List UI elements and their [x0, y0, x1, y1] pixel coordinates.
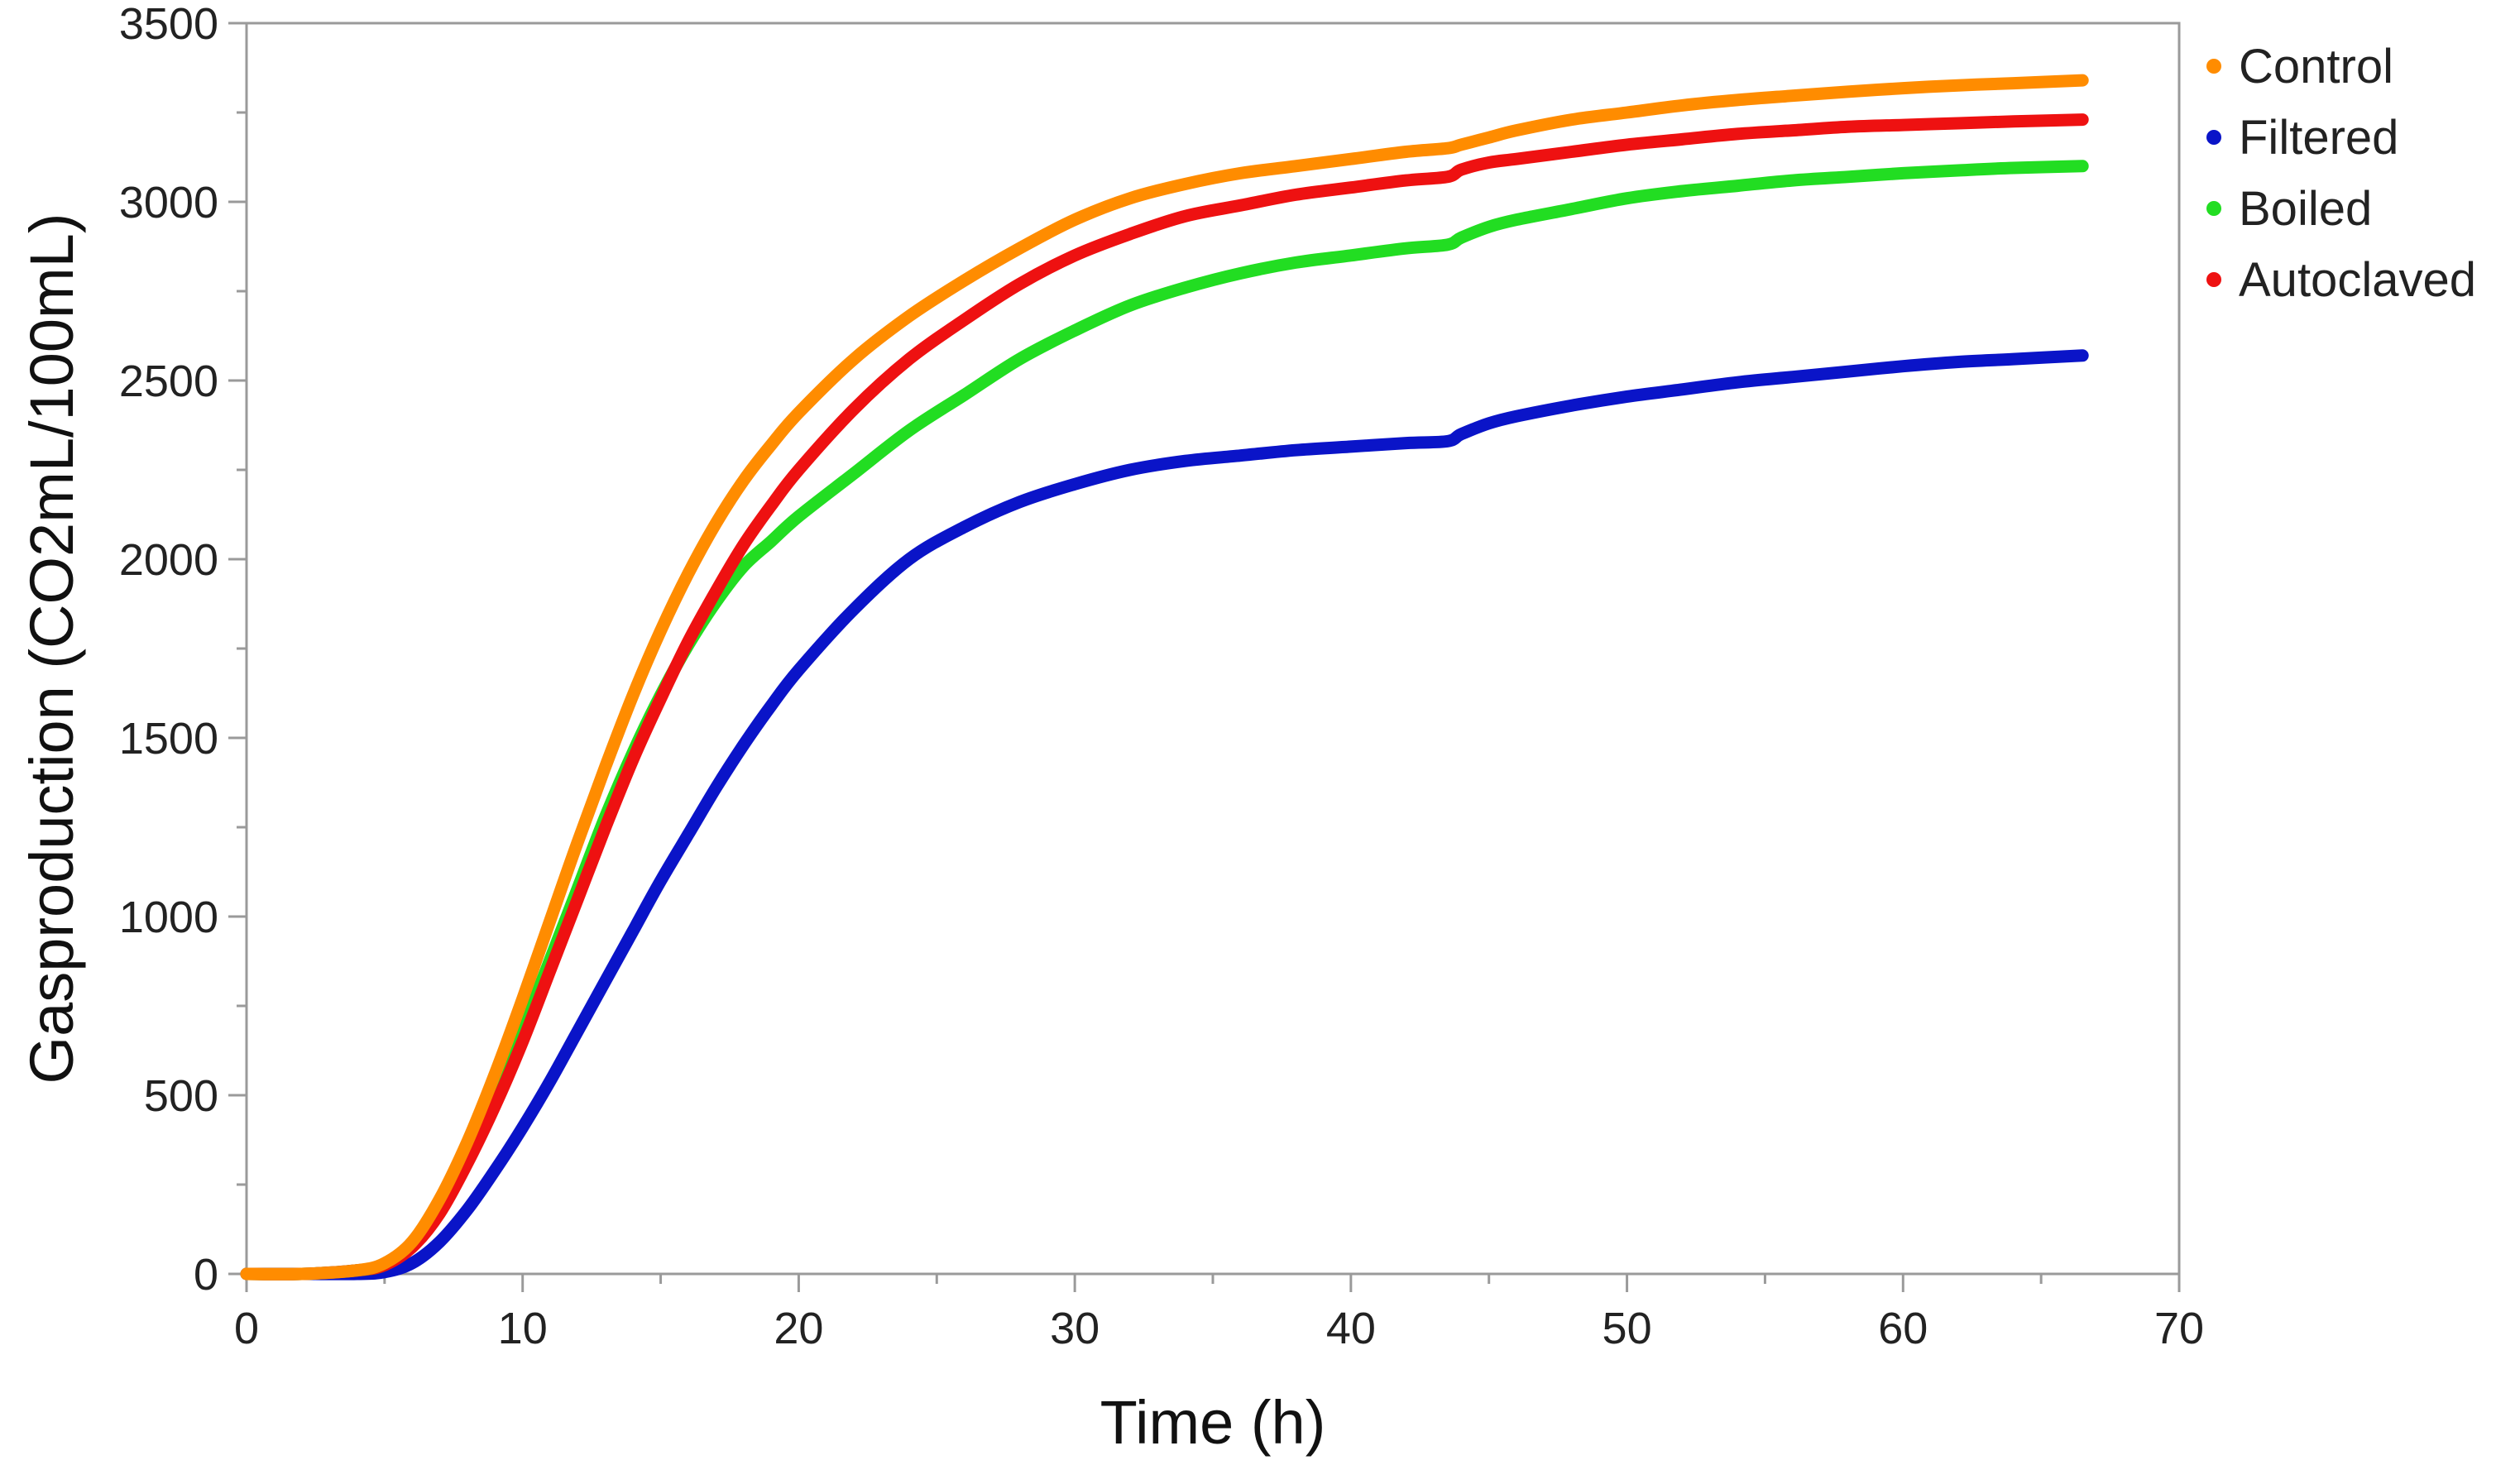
y-tick-label: 2500 [119, 357, 218, 406]
x-tick-label: 50 [1603, 1304, 1652, 1353]
legend-marker-boiled [2206, 201, 2221, 216]
y-axis-title: Gasproduction (CO2mL/100mL) [17, 213, 86, 1084]
y-tick-label: 0 [194, 1250, 218, 1300]
x-axis-title: Time (h) [1100, 1388, 1326, 1457]
y-tick-label: 3000 [119, 178, 218, 227]
legend-marker-autoclaved [2206, 272, 2221, 287]
legend-marker-filtered [2206, 130, 2221, 145]
legend-label-control: Control [2239, 40, 2393, 93]
x-tick-label: 60 [1878, 1304, 1928, 1353]
x-tick-label: 40 [1326, 1304, 1376, 1353]
y-tick-label: 2000 [119, 535, 218, 585]
x-axis: 0 10 20 30 40 50 60 70 [234, 1274, 2204, 1353]
legend-marker-control [2206, 59, 2221, 74]
series-line-boiled [240, 160, 2089, 1281]
series-line-autoclaved [240, 113, 2089, 1281]
legend-label-autoclaved: Autoclaved [2239, 253, 2476, 307]
series-line-filtered [240, 349, 2089, 1281]
series-line-control [240, 74, 2089, 1281]
y-tick-label: 3500 [119, 0, 218, 49]
legend: Control Filtered Boiled Autoclaved [2206, 40, 2476, 307]
x-tick-label: 10 [498, 1304, 548, 1353]
legend-label-boiled: Boiled [2239, 182, 2372, 236]
x-tick-label: 70 [2154, 1304, 2204, 1353]
series-lines [240, 74, 2089, 1281]
x-tick-label: 20 [774, 1304, 823, 1353]
x-tick-label: 30 [1050, 1304, 1100, 1353]
y-tick-label: 1000 [119, 893, 218, 942]
y-tick-label: 500 [144, 1071, 218, 1121]
x-tick-label: 0 [234, 1304, 259, 1353]
y-tick-label: 1500 [119, 714, 218, 764]
y-axis: 0 500 1000 1500 2000 2500 3000 3500 [119, 0, 247, 1300]
legend-label-filtered: Filtered [2239, 111, 2398, 165]
